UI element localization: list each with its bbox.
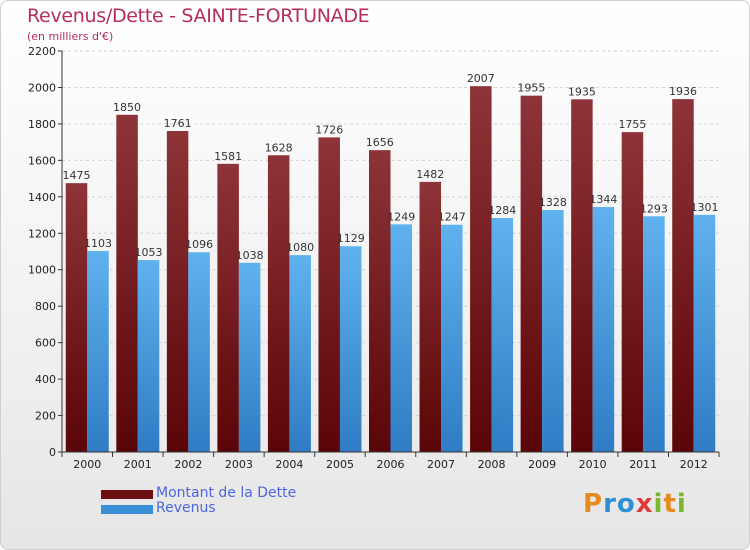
y-tick-label: 1600 <box>28 154 56 167</box>
legend-swatch-revenus <box>101 505 153 514</box>
legend-label-dette: Montant de la Dette <box>156 485 297 501</box>
bar-dette <box>267 155 290 452</box>
y-tick-label: 1200 <box>28 227 56 240</box>
logo-letter: t <box>663 489 677 519</box>
chart-title: Revenus/Dette - SAINTE-FORTUNADE <box>27 5 370 27</box>
data-label-dette: 1628 <box>265 141 293 154</box>
logo-letter: x <box>635 489 654 519</box>
data-label-dette: 1755 <box>618 118 646 131</box>
x-tick-label: 2003 <box>225 458 253 471</box>
logo-letter: P <box>583 489 604 519</box>
data-label-revenus: 1249 <box>387 210 415 223</box>
data-label-dette: 1936 <box>669 85 697 98</box>
x-tick-label: 2009 <box>528 458 556 471</box>
bar-revenus <box>238 262 261 452</box>
logo-letter: i <box>676 489 687 519</box>
bar-dette <box>621 132 644 452</box>
data-label-dette: 2007 <box>467 72 495 85</box>
x-tick-label: 2005 <box>326 458 354 471</box>
y-tick-label: 2200 <box>28 45 56 58</box>
x-tick-label: 2012 <box>680 458 708 471</box>
data-label-revenus: 1344 <box>589 193 617 206</box>
bar-revenus <box>289 255 311 452</box>
y-tick-label: 200 <box>35 410 56 423</box>
data-label-revenus: 1284 <box>488 204 516 217</box>
data-label-dette: 1475 <box>63 169 91 182</box>
bar-revenus <box>87 250 109 452</box>
x-tick-label: 2011 <box>629 458 657 471</box>
bar-dette <box>318 137 340 452</box>
bar-dette <box>672 99 694 453</box>
bar-revenus <box>592 207 615 452</box>
y-tick-label: 1800 <box>28 118 56 131</box>
data-label-revenus: 1129 <box>337 232 365 245</box>
x-tick-label: 2007 <box>427 458 455 471</box>
data-label-revenus: 1103 <box>84 237 112 250</box>
bar-dette <box>470 86 492 452</box>
bar-dette <box>166 131 189 452</box>
bar-dette <box>520 95 543 453</box>
data-label-dette: 1761 <box>164 117 192 130</box>
data-label-dette: 1581 <box>214 150 242 163</box>
data-label-revenus: 1247 <box>438 211 466 224</box>
logo-letter: i <box>653 489 664 519</box>
data-label-dette: 1850 <box>113 101 141 114</box>
bar-revenus <box>542 209 564 452</box>
bar-dette <box>419 181 442 452</box>
y-tick-label: 2000 <box>28 81 56 94</box>
x-tick-label: 2001 <box>124 458 152 471</box>
data-label-dette: 1482 <box>416 168 444 181</box>
x-tick-label: 2010 <box>579 458 607 471</box>
data-label-revenus: 1293 <box>640 202 668 215</box>
proxiti-logo: Proxiti <box>583 489 687 519</box>
logo-letter: o <box>616 489 636 519</box>
x-tick-label: 2006 <box>377 458 405 471</box>
data-label-revenus: 1038 <box>236 249 264 262</box>
bar-revenus <box>643 216 665 452</box>
x-tick-label: 2002 <box>174 458 202 471</box>
data-label-revenus: 1096 <box>185 238 213 251</box>
bar-revenus <box>188 252 210 452</box>
bar-dette <box>369 150 391 452</box>
y-tick-label: 1000 <box>28 264 56 277</box>
bar-revenus <box>137 260 160 452</box>
x-tick-label: 2000 <box>73 458 101 471</box>
legend-label-revenus: Revenus <box>156 500 216 516</box>
y-tick-label: 400 <box>35 373 56 386</box>
bar-revenus <box>693 214 716 452</box>
bar-revenus <box>390 224 412 452</box>
data-label-dette: 1726 <box>315 123 343 136</box>
y-tick-label: 800 <box>35 300 56 313</box>
bar-dette <box>116 114 138 452</box>
data-label-revenus: 1328 <box>539 196 567 209</box>
y-tick-label: 0 <box>49 446 56 459</box>
bar-revenus <box>491 217 514 452</box>
logo-letter: r <box>603 489 617 519</box>
y-tick-label: 600 <box>35 337 56 350</box>
y-tick-label: 1400 <box>28 191 56 204</box>
legend-swatch-dette <box>101 490 153 499</box>
bar-dette <box>65 183 88 453</box>
x-tick-label: 2008 <box>478 458 506 471</box>
data-label-dette: 1656 <box>366 136 394 149</box>
data-label-dette: 1955 <box>517 82 545 95</box>
data-label-revenus: 1080 <box>286 241 314 254</box>
bar-revenus <box>339 246 362 452</box>
data-label-revenus: 1301 <box>690 201 718 214</box>
data-label-dette: 1935 <box>568 85 596 98</box>
x-tick-label: 2004 <box>275 458 303 471</box>
data-label-revenus: 1053 <box>135 246 163 259</box>
chart-subtitle: (en milliers d'€) <box>27 30 114 43</box>
bar-dette <box>217 163 239 452</box>
bar-dette <box>571 99 593 452</box>
bar-revenus <box>441 224 463 452</box>
